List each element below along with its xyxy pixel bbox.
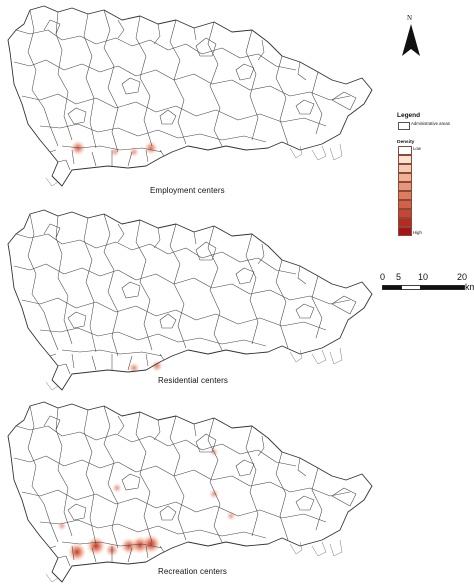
legend: Legend Administrative areas Density Low …: [396, 112, 474, 252]
density-swatch: [398, 155, 412, 164]
north-arrow: N: [398, 14, 424, 58]
density-swatch: [398, 209, 412, 218]
density-hotspot: [111, 482, 123, 494]
admin-areas-label: Administrative areas: [411, 121, 450, 126]
density-swatch: [398, 173, 412, 182]
residential-map: [7, 209, 373, 391]
scale-label-0: 0: [380, 272, 386, 282]
caption-employment-centers: Employment centers: [150, 186, 225, 195]
legend-title: Legend: [397, 112, 421, 119]
density-swatch: [398, 218, 412, 227]
density-high-label: High: [413, 230, 422, 235]
density-swatch: [398, 164, 412, 173]
density-hotspot: [144, 141, 158, 155]
map-panel-employment: [0, 0, 376, 190]
density-hotspot: [141, 534, 161, 554]
scale-label-10: 10: [418, 272, 429, 282]
density-hotspot: [86, 536, 106, 556]
map-panel-residential: [0, 204, 376, 394]
caption-residential-centers: Residential centers: [158, 376, 228, 385]
scale-unit: km: [465, 282, 474, 292]
admin-areas-swatch: [398, 122, 410, 130]
scale-bar-graphic: [382, 285, 465, 290]
scale-bar: 0 5 10 20 km: [380, 272, 474, 294]
recreation-map: [7, 401, 373, 583]
density-swatch: [398, 200, 412, 209]
density-low-label: Low: [413, 146, 421, 151]
scale-label-20: 20: [457, 272, 468, 282]
scale-label-5: 5: [396, 272, 402, 282]
density-swatch: [398, 182, 412, 191]
density-swatch: [398, 146, 412, 155]
employment-map: [7, 5, 373, 187]
density-hotspot: [67, 542, 87, 562]
density-hotspot: [150, 359, 164, 373]
caption-recreation-centers: Recreation centers: [158, 567, 227, 576]
density-title: Density: [397, 140, 415, 145]
density-swatch: [398, 227, 412, 236]
density-swatch: [398, 191, 412, 200]
north-label: N: [407, 14, 413, 22]
map-panel-recreation: [0, 396, 376, 586]
density-hotspot: [57, 521, 67, 531]
north-arrow-icon: [402, 24, 420, 56]
density-hotspot: [226, 511, 236, 521]
